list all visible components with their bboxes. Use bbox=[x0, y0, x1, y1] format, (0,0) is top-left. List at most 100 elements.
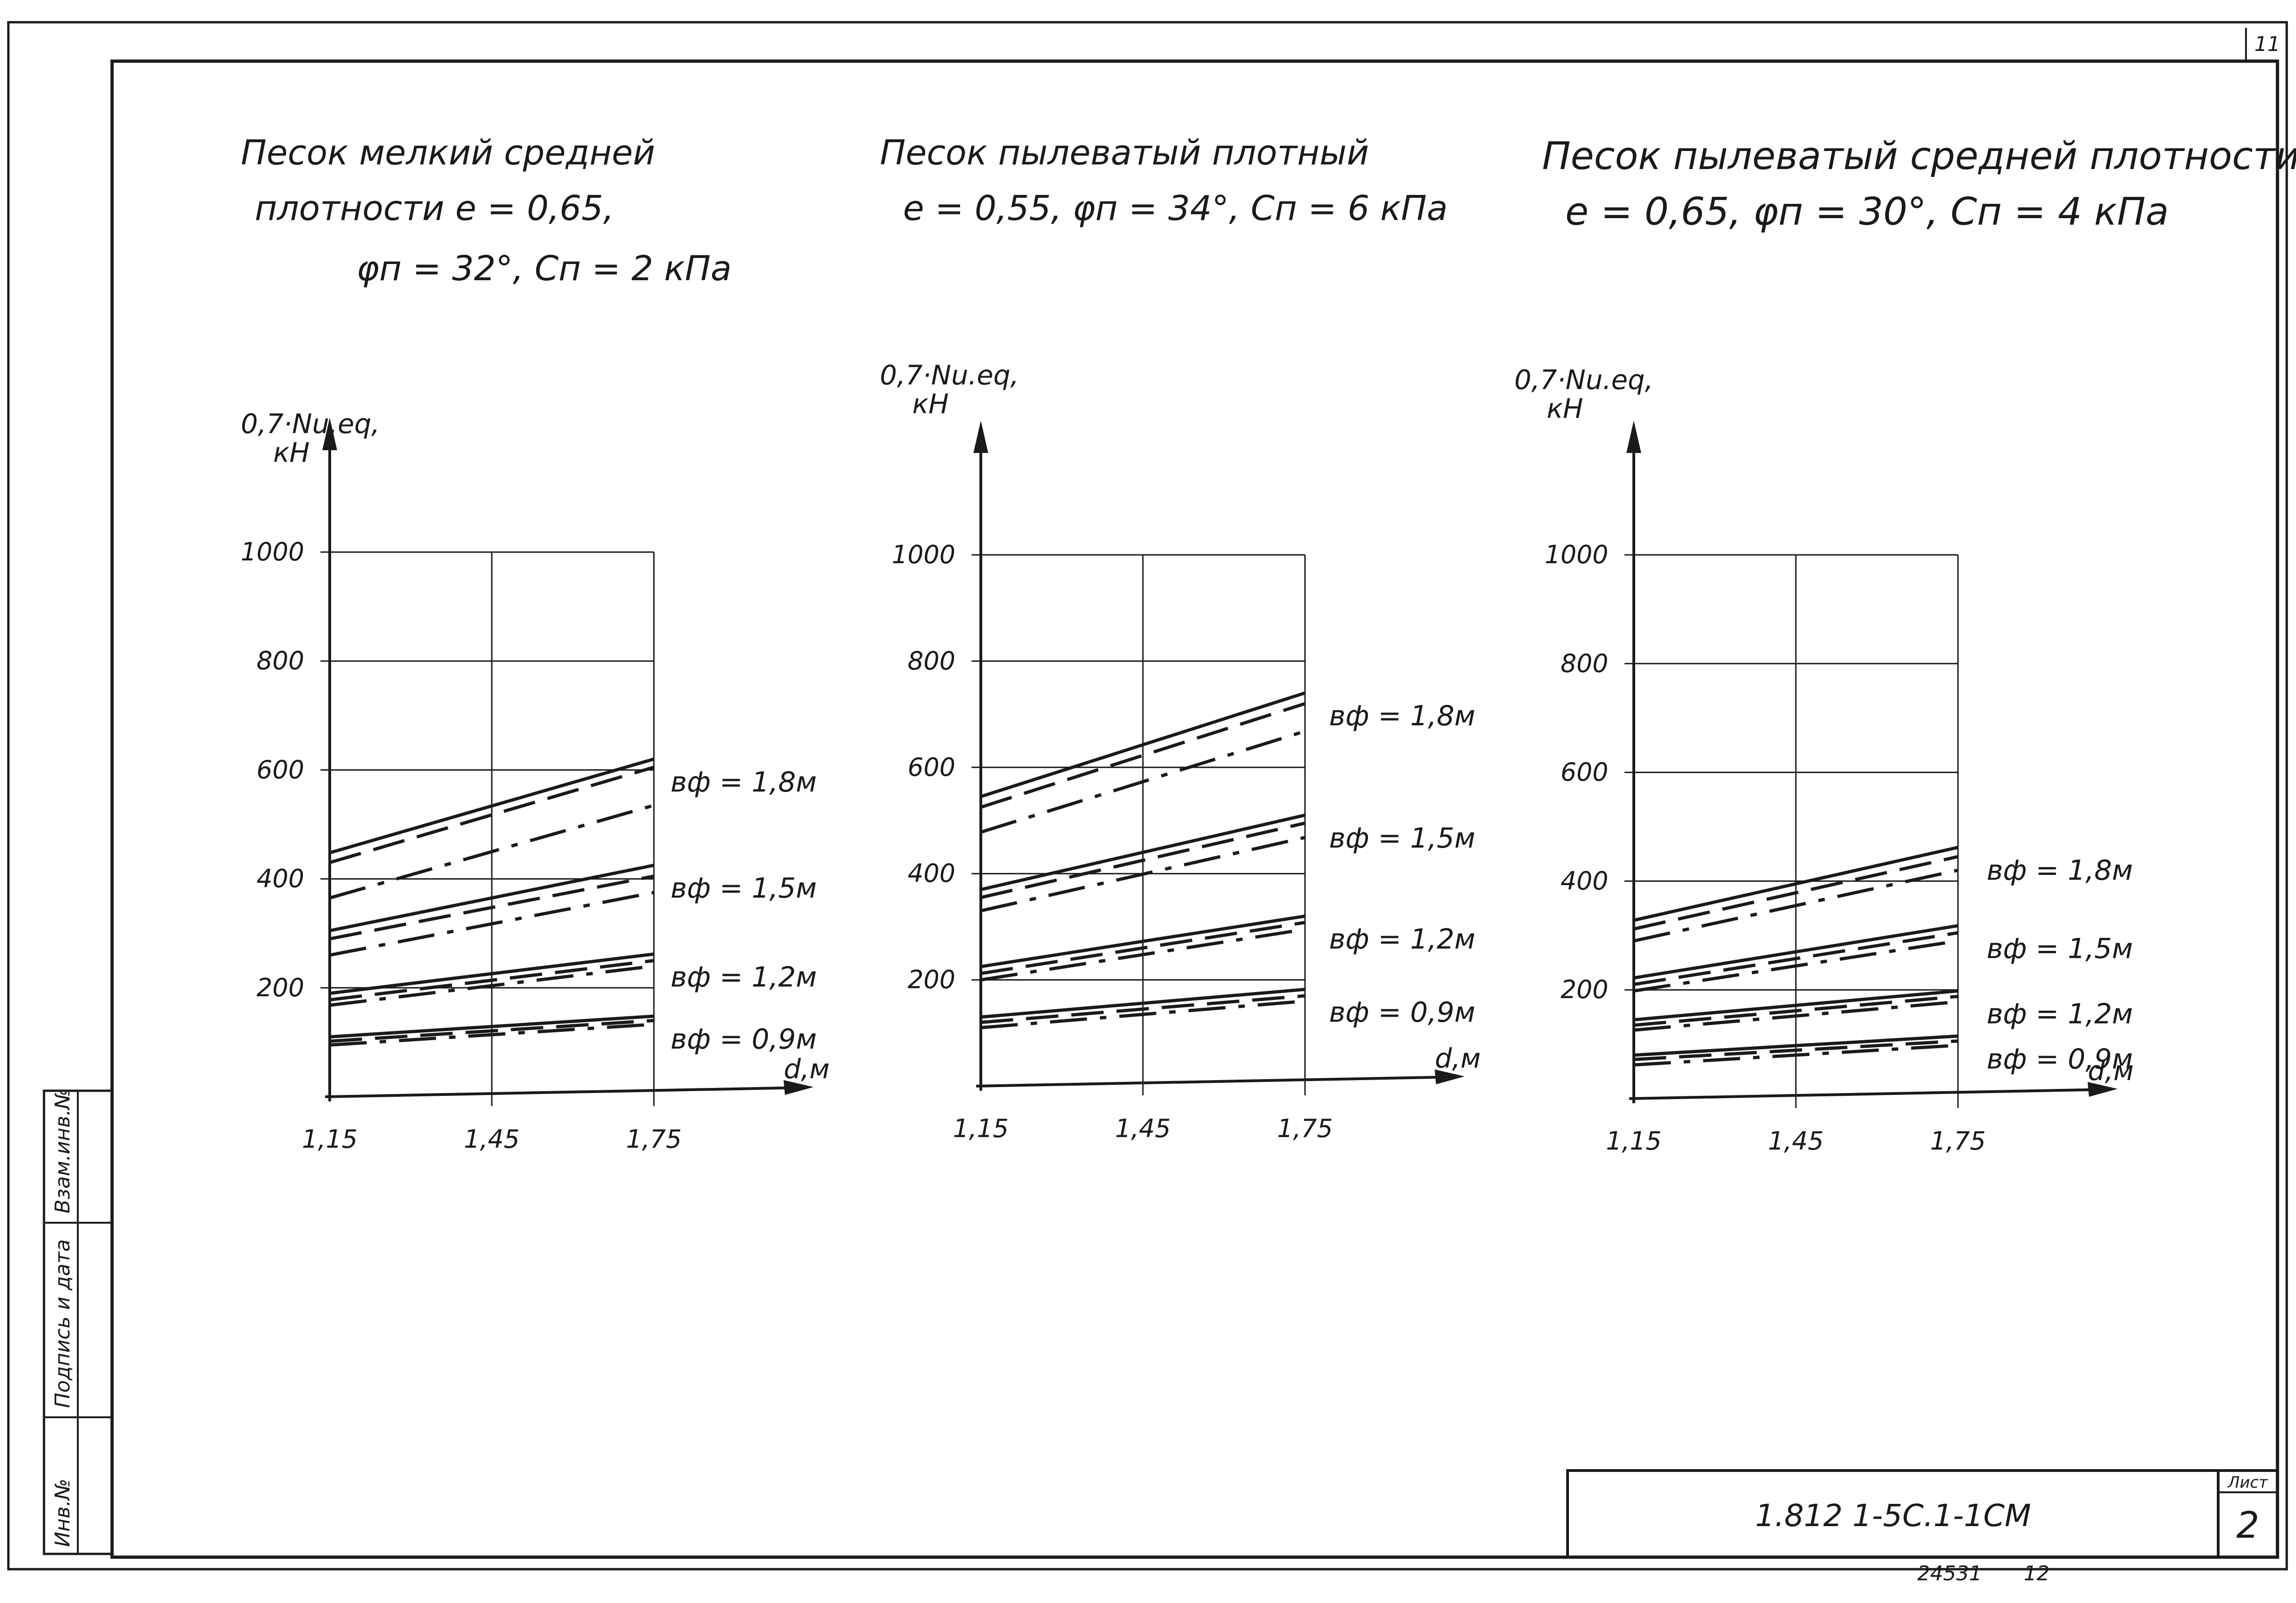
curve-group-label: вф = 1,5м bbox=[671, 872, 817, 905]
corner-number: 11 bbox=[2254, 32, 2280, 56]
series-line-dashdot bbox=[980, 836, 1305, 912]
y-tick-label: 400 bbox=[908, 859, 955, 888]
y-tick-label: 600 bbox=[908, 753, 955, 782]
series-line-dashed bbox=[980, 921, 1305, 975]
archive-number: 24531 bbox=[1917, 1562, 1982, 1585]
x-tick-label: 1,15 bbox=[953, 1114, 1009, 1143]
series-line-dashed bbox=[980, 702, 1306, 809]
chart-title-line: φп = 32°, Сп = 2 кПа bbox=[357, 249, 732, 289]
chart-title-line: Песок мелкий средней bbox=[241, 133, 655, 173]
side-label-replace: Взам.инв.№ bbox=[51, 1088, 75, 1213]
x-axis bbox=[976, 1075, 1458, 1088]
y-tick-label: 600 bbox=[257, 755, 304, 784]
series-line-dashed bbox=[1633, 855, 1958, 931]
y-axis-label: кН bbox=[912, 388, 949, 420]
curve-group-label: вф = 1,2м bbox=[1329, 923, 1475, 956]
series-line-dashdot bbox=[980, 729, 1306, 834]
series-line-dashed bbox=[329, 1018, 654, 1043]
chart-title-line: e = 0,55, φп = 34°, Сп = 6 кПа bbox=[903, 189, 1448, 228]
chart-silty-sand-dense: Песок пылеватый плотный e = 0,55, φп = 34… bbox=[880, 133, 1481, 1143]
y-tick-label: 400 bbox=[1561, 866, 1608, 895]
x-axis-arrow bbox=[784, 1080, 814, 1095]
side-label-inventory: Инв.№ bbox=[51, 1479, 75, 1547]
series-line-solid bbox=[980, 813, 1305, 892]
curve-group-label: вф = 1,5м bbox=[1329, 822, 1475, 855]
y-tick-label: 800 bbox=[1561, 649, 1608, 678]
title-block: 1.812 1-5С.1-1СМ Лист 2 bbox=[1566, 1469, 2279, 1559]
x-tick-label: 1,15 bbox=[1606, 1126, 1662, 1156]
drawing-code: 1.812 1-5С.1-1СМ bbox=[1755, 1498, 2031, 1534]
curve-group-label: вф = 1,2м bbox=[671, 961, 817, 993]
y-tick-label: 1000 bbox=[892, 540, 955, 569]
series-line-dashdot bbox=[329, 804, 654, 900]
series-line-dashdot bbox=[329, 1023, 654, 1047]
x-tick-label: 1,75 bbox=[1930, 1126, 1986, 1156]
curve-group-label: вф = 1,2м bbox=[1987, 998, 2133, 1031]
y-tick-label: 200 bbox=[1561, 975, 1608, 1004]
y-tick-label: 600 bbox=[1561, 758, 1608, 787]
y-tick-label: 1000 bbox=[241, 537, 304, 566]
y-axis-label: кН bbox=[273, 437, 310, 468]
chart-fine-sand: Песок мелкий средней плотности e = 0,65, φ… bbox=[241, 133, 830, 1154]
series-line-solid bbox=[980, 691, 1306, 798]
y-axis-label: 0,7·Nu.eq, bbox=[241, 408, 380, 440]
series-line-dashdot bbox=[1633, 939, 1958, 993]
curve-group-label: вф = 1,8м bbox=[1987, 855, 2133, 887]
x-axis bbox=[325, 1086, 807, 1098]
series-line-dashed bbox=[329, 766, 654, 864]
series-line-dashdot bbox=[1633, 868, 1958, 943]
y-axis-arrow bbox=[322, 418, 337, 450]
side-label-signature: Подпись и дата bbox=[51, 1239, 75, 1408]
series-line-solid bbox=[1633, 924, 1958, 980]
chart-title-line: e = 0,65, φп = 30°, Сп = 4 кПа bbox=[1565, 190, 2169, 234]
chart-silty-sand-medium: Песок пылеватый средней плотности e = 0,6… bbox=[1514, 134, 2296, 1156]
x-axis-arrow bbox=[2088, 1082, 2118, 1097]
x-tick-label: 1,45 bbox=[1115, 1114, 1171, 1143]
y-tick-label: 200 bbox=[908, 965, 955, 994]
x-axis-label: d,м bbox=[2088, 1055, 2133, 1087]
y-axis-arrow bbox=[973, 421, 988, 453]
sheet-label: Лист bbox=[2227, 1473, 2268, 1492]
y-tick-label: 1000 bbox=[1545, 540, 1608, 569]
x-axis bbox=[1629, 1088, 2111, 1100]
series-line-solid bbox=[1633, 846, 1958, 922]
series-line-dashed bbox=[329, 959, 654, 1002]
curve-group-label: вф = 1,8м bbox=[671, 766, 817, 798]
x-tick-label: 1,45 bbox=[1768, 1126, 1824, 1156]
curve-group-label: вф = 1,5м bbox=[1987, 933, 2133, 965]
y-axis-label: 0,7·Nu.eq, bbox=[880, 359, 1019, 391]
series-line-dashdot bbox=[1633, 1000, 1958, 1032]
chart-title-line: Песок пылеватый средней плотности bbox=[1542, 134, 2296, 178]
series-line-dashdot bbox=[980, 1000, 1305, 1030]
series-line-dashdot bbox=[1633, 1044, 1958, 1067]
series-line-dashed bbox=[980, 821, 1305, 899]
x-axis-label: d,м bbox=[784, 1053, 829, 1085]
curve-group-label: вф = 0,9м bbox=[1987, 1043, 2133, 1075]
series-line-solid bbox=[329, 757, 654, 855]
curve-group-label: вф = 0,9м bbox=[1329, 996, 1475, 1029]
outer-border bbox=[7, 21, 2288, 1571]
x-tick-label: 1,15 bbox=[302, 1125, 358, 1154]
side-strip: Взам.инв.№ Подпись и дата Инв.№ bbox=[43, 1088, 113, 1555]
inner-frame bbox=[110, 59, 2279, 1559]
archive-sub: 12 bbox=[2024, 1562, 2050, 1585]
y-axis-arrow bbox=[1626, 421, 1641, 453]
curve-group-label: вф = 1,8м bbox=[1329, 700, 1475, 732]
x-tick-label: 1,45 bbox=[464, 1125, 520, 1154]
x-tick-label: 1,75 bbox=[626, 1125, 682, 1154]
series-line-dashed bbox=[329, 874, 654, 941]
series-line-dashed bbox=[1633, 994, 1958, 1027]
series-line-dashed bbox=[1633, 931, 1958, 986]
x-tick-label: 1,75 bbox=[1277, 1114, 1333, 1143]
curve-group-label: вф = 0,9м bbox=[671, 1023, 817, 1056]
series-line-solid bbox=[329, 952, 654, 995]
series-line-solid bbox=[980, 914, 1305, 968]
x-axis-arrow bbox=[1435, 1069, 1465, 1084]
series-line-dashdot bbox=[329, 891, 654, 957]
y-tick-label: 400 bbox=[257, 864, 304, 893]
chart-title-line: плотности e = 0,65, bbox=[255, 189, 614, 228]
y-tick-label: 800 bbox=[908, 646, 955, 675]
y-tick-label: 800 bbox=[257, 646, 304, 675]
sheet-number: 2 bbox=[2236, 1505, 2259, 1546]
series-line-solid bbox=[329, 1014, 654, 1039]
